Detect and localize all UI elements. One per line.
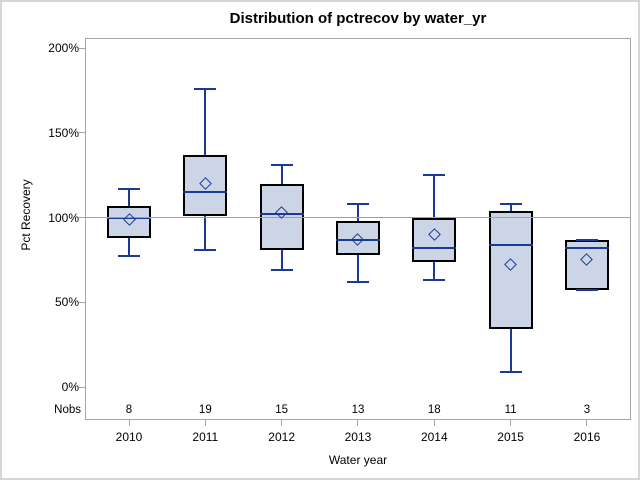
whisker-cap-lower <box>423 279 446 282</box>
y-tick-label: 100% <box>48 210 79 225</box>
whisker-stem-upper <box>204 88 207 155</box>
x-tick-mark <box>510 420 512 426</box>
whisker-cap-upper <box>346 202 369 205</box>
median-line <box>259 213 304 216</box>
nobs-value: 11 <box>504 404 517 416</box>
whisker-cap-lower <box>346 280 369 283</box>
whisker-stem-upper <box>128 188 130 206</box>
nobs-value: 15 <box>275 404 289 416</box>
reference-line-100pct <box>85 217 631 218</box>
nobs-value: 3 <box>583 404 591 416</box>
y-tick-mark <box>79 47 85 49</box>
whisker-cap-upper <box>499 202 522 205</box>
y-tick-mark <box>79 386 85 388</box>
y-tick-mark <box>79 132 85 134</box>
median-line <box>335 238 380 241</box>
box-iqr-2010 <box>107 205 151 238</box>
x-tick-mark <box>357 420 359 426</box>
x-tick-mark <box>586 420 588 426</box>
whisker-stem-lower <box>433 261 436 281</box>
x-tick-label: 2011 <box>192 430 219 444</box>
whisker-stem-upper <box>280 164 283 184</box>
box-iqr-2012 <box>259 183 304 250</box>
box-iqr-2013 <box>335 220 380 255</box>
x-tick-mark <box>128 420 130 426</box>
median-line <box>412 247 457 249</box>
nobs-value: 13 <box>351 404 365 416</box>
whisker-stem-lower <box>509 329 512 372</box>
whisker-stem-lower <box>128 237 130 257</box>
chart-title: Distribution of pctrecov by water_yr <box>229 10 487 27</box>
x-tick-label: 2010 <box>115 430 143 444</box>
whisker-cap-upper <box>270 163 293 166</box>
x-tick-mark <box>204 420 206 426</box>
y-tick-mark <box>79 217 85 218</box>
median-line <box>564 247 609 249</box>
nobs-row-label: Nobs <box>54 404 81 416</box>
whisker-cap-upper <box>423 174 446 177</box>
x-tick-label: 2013 <box>344 430 372 444</box>
box-iqr-2014 <box>412 217 457 262</box>
median-line <box>488 243 533 246</box>
whisker-cap-upper <box>194 87 217 90</box>
x-tick-label: 2012 <box>268 430 295 444</box>
whisker-stem-lower <box>356 254 359 282</box>
y-tick-label: 200% <box>48 41 79 55</box>
whisker-stem-lower <box>204 215 207 250</box>
whisker-stem-lower <box>280 249 283 271</box>
whisker-stem-upper <box>356 203 359 221</box>
y-tick-mark <box>79 301 85 303</box>
y-tick-label: 50% <box>54 295 79 310</box>
x-tick-label: 2015 <box>497 430 524 444</box>
nobs-value: 8 <box>125 404 133 416</box>
whisker-cap-lower <box>270 269 293 272</box>
median-line <box>183 191 228 194</box>
whisker-stem-upper <box>433 175 436 218</box>
x-axis-label: Water year <box>328 453 388 467</box>
y-axis-label: Pct Recovery <box>19 179 33 251</box>
x-tick-mark <box>281 420 283 426</box>
whisker-cap-lower <box>575 289 598 292</box>
x-tick-mark <box>433 420 435 426</box>
whisker-cap-lower <box>118 255 140 258</box>
y-tick-label: 0% <box>61 380 79 394</box>
whisker-cap-lower <box>499 370 522 373</box>
y-tick-label: 150% <box>48 125 79 140</box>
box-iqr-2015 <box>488 210 533 330</box>
nobs-value: 18 <box>427 404 441 416</box>
box-iqr-2011 <box>183 154 228 216</box>
whisker-cap-upper <box>575 238 598 241</box>
nobs-value: 19 <box>198 404 212 416</box>
x-tick-label: 2016 <box>573 430 601 444</box>
x-tick-label: 2014 <box>420 430 448 444</box>
whisker-cap-lower <box>194 248 217 251</box>
whisker-cap-upper <box>118 187 140 190</box>
whisker-stem-upper <box>509 203 512 211</box>
